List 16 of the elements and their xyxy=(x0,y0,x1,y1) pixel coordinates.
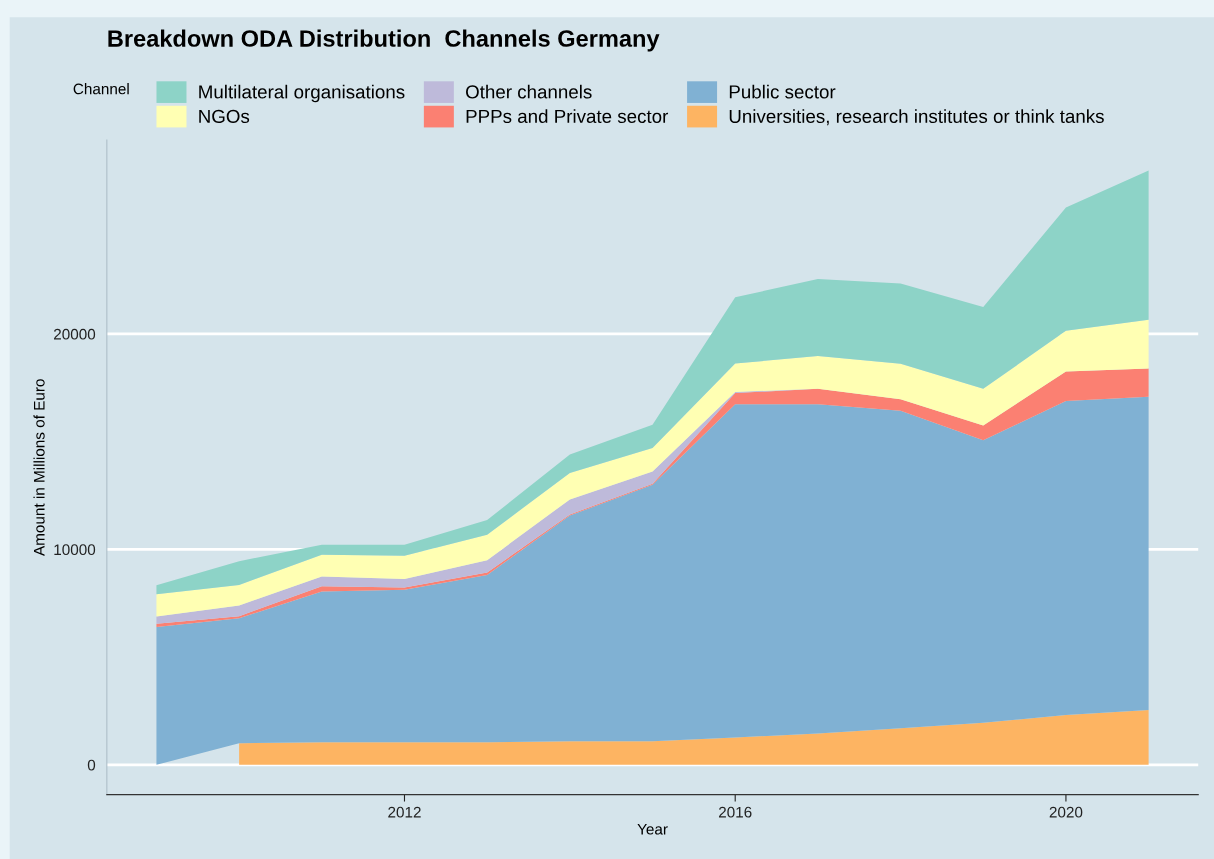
chart-title: Breakdown ODA Distribution Channels Germany xyxy=(108,29,660,52)
legend-label: Public sector xyxy=(729,84,836,99)
legend-title: Channel xyxy=(73,83,129,95)
x-tick-label: 2020 xyxy=(1049,806,1083,818)
y-tick-label: 10000 xyxy=(54,544,96,556)
legend-label: NGOs xyxy=(199,109,250,124)
y-tick-label: 0 xyxy=(87,759,96,771)
legend-label: PPPs and Private sector xyxy=(466,109,669,124)
x-tick-label: 2012 xyxy=(388,806,421,818)
legend-label: Universities, research institutes or think tanks xyxy=(729,109,1104,126)
y-tick-label: 20000 xyxy=(54,328,96,340)
y-axis-title: Amount in Millions of Euro xyxy=(33,379,45,556)
legend-label: Multilateral organisations xyxy=(199,84,405,103)
x-axis-title: Year xyxy=(637,823,668,835)
legend-label: Other channels xyxy=(466,84,592,99)
x-tick-label: 2016 xyxy=(718,806,752,818)
